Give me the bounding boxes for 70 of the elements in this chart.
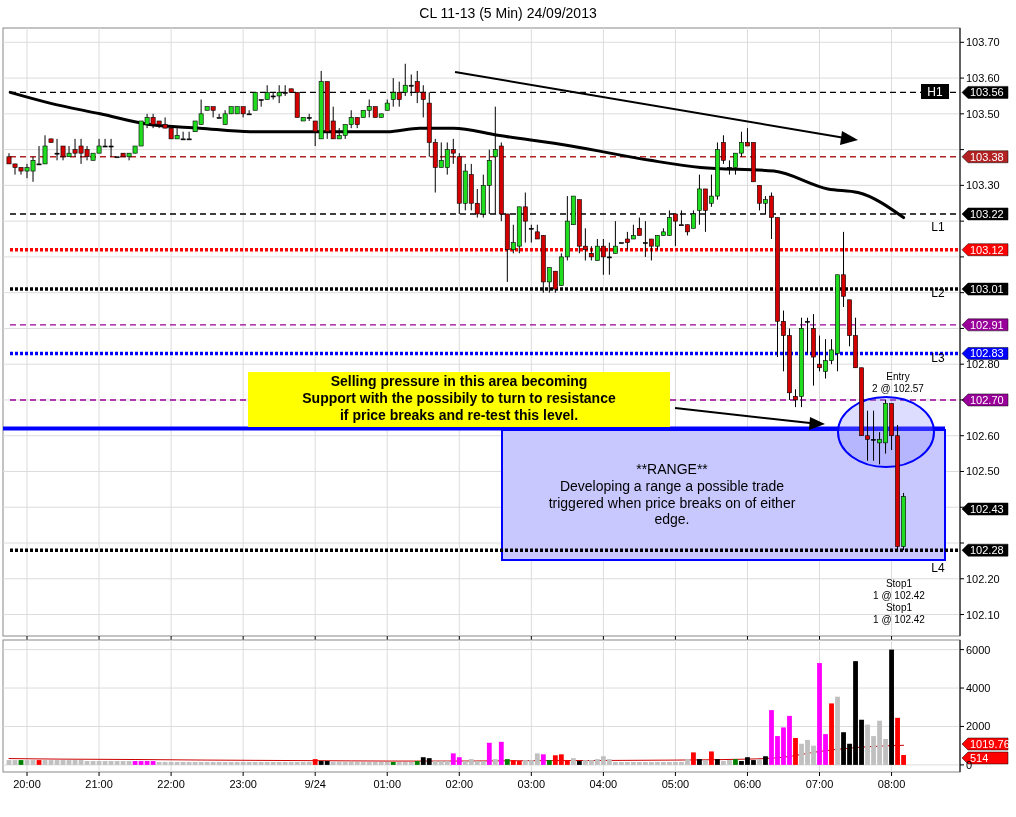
y-tick-label: 103.60 — [966, 72, 1000, 85]
bar — [576, 761, 582, 765]
candlestick — [805, 317, 810, 354]
bar — [492, 759, 498, 765]
x-tick-label: 04:00 — [589, 778, 618, 790]
bar — [763, 756, 768, 765]
bar — [829, 703, 834, 765]
bar — [414, 761, 420, 765]
x-tick-label: 23:00 — [229, 778, 257, 790]
annotation: **RANGE** Developing a range a possible trade triggered when price breaks on of either edge. — [548, 461, 796, 528]
ref-line-label: 102.83 — [970, 347, 1004, 360]
ref-line-label: 103.56 — [970, 86, 1004, 99]
y-tick-label: 102.20 — [966, 572, 1000, 585]
bar — [715, 759, 720, 765]
bar — [691, 752, 696, 765]
ref-line-label: 103.01 — [970, 283, 1004, 296]
annotation: L4 — [931, 561, 945, 575]
bar — [540, 754, 546, 765]
y-tick-label: 6000 — [966, 643, 991, 656]
annotation: L3 — [931, 351, 945, 365]
bar — [498, 741, 504, 765]
annotation: Selling pressure in this area becoming Support with the possibily to turn to resistance if price breaks and re-test this level. — [302, 373, 616, 423]
candlestick — [612, 220, 618, 254]
ref-line-label: 102.91 — [970, 318, 1004, 331]
annotation: H1 — [927, 85, 943, 99]
x-tick-label: 21:00 — [85, 778, 113, 790]
y-tick-label: 4000 — [966, 682, 991, 695]
bar — [889, 649, 894, 765]
line-series — [8, 744, 905, 762]
x-tick-label: 20:00 — [13, 778, 41, 790]
bar — [793, 737, 798, 765]
bar — [733, 759, 738, 765]
text: 102.43 — [970, 503, 1004, 515]
bar — [835, 696, 840, 765]
y-tick-label: 102.10 — [966, 608, 1000, 621]
ref-line-label: 103.22 — [970, 207, 1004, 220]
bar — [312, 759, 318, 765]
bar — [570, 758, 576, 765]
x-tick-label: 02:00 — [445, 778, 474, 790]
y-tick-label: 102.80 — [966, 358, 1000, 371]
ref-line-label: 103.38 — [970, 150, 1004, 163]
y-tick-label: 2000 — [966, 720, 991, 733]
y-tick-label: 103.30 — [966, 179, 1000, 192]
bar — [390, 762, 396, 765]
bar — [697, 759, 702, 765]
y-tick-label: 103.70 — [966, 36, 1000, 49]
ref-line-label: 102.70 — [970, 393, 1004, 406]
x-tick-label: 07:00 — [805, 778, 834, 790]
chart-title: CL 11-13 (5 Min) 24/09/2013 — [419, 5, 597, 21]
bar — [703, 760, 708, 765]
ref-line-label: 102.28 — [970, 544, 1004, 557]
x-tick-label: 01:00 — [373, 778, 402, 790]
bar — [709, 751, 714, 765]
ref-line-label: 103.12 — [970, 243, 1004, 256]
bar — [757, 759, 762, 765]
bar — [504, 759, 510, 765]
x-tick-label: 03:00 — [517, 778, 546, 790]
x-tick-label: 06:00 — [733, 778, 762, 790]
x-tick-label: 22:00 — [157, 778, 185, 790]
annotation: Entry 2 @ 102.57 — [872, 371, 925, 394]
y-tick-label: 102.50 — [966, 465, 1000, 478]
y-tick-label: 103.50 — [966, 107, 1000, 120]
x-tick-label: 08:00 — [877, 778, 906, 790]
annotation: L1 — [931, 220, 945, 234]
y-tick-label: 102.60 — [966, 429, 1000, 442]
bar — [486, 742, 492, 765]
annotation: Stop1 1 @ 102.42 Stop1 1 @ 102.42 — [873, 578, 926, 625]
x-tick-label: 9/24 — [304, 778, 326, 790]
bar — [546, 760, 552, 765]
x-tick-label: 05:00 — [661, 778, 690, 790]
